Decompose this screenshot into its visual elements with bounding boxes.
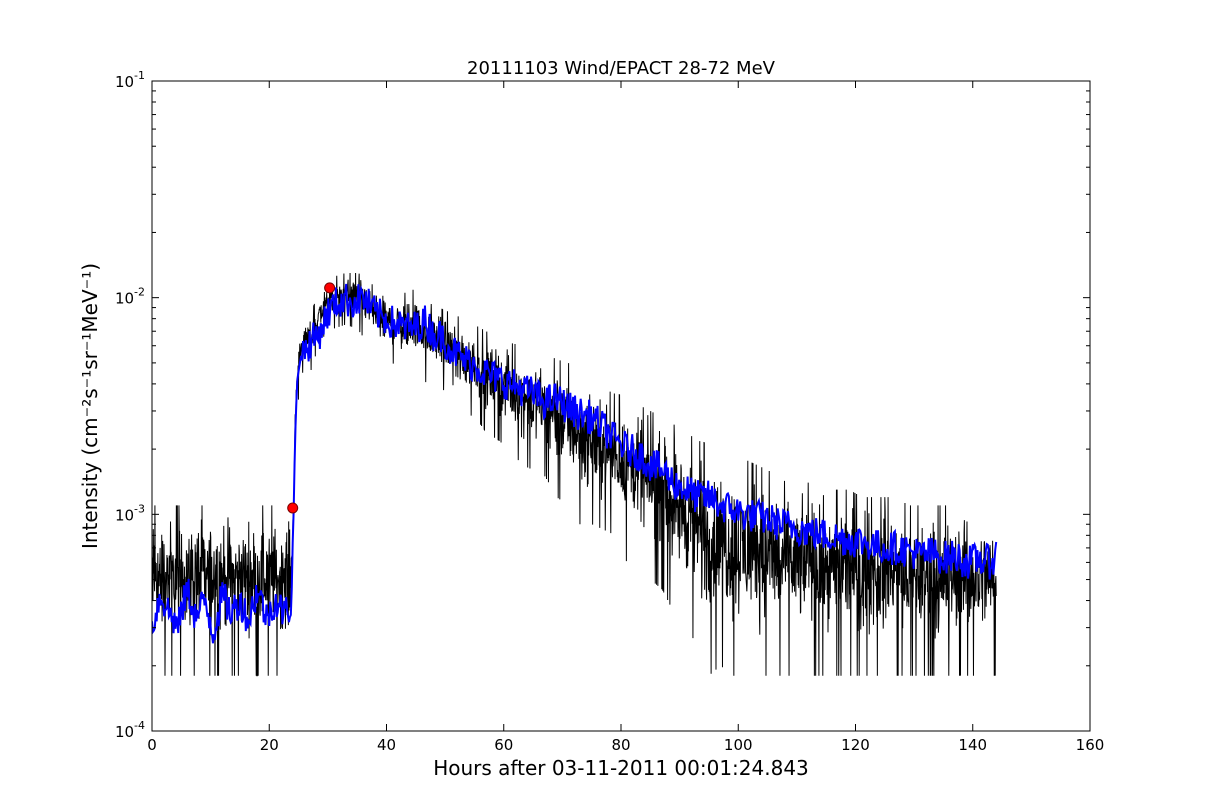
x-tick-label: 0 <box>147 736 157 754</box>
chart-title: 20111103 Wind/EPACT 28-72 MeV <box>467 58 776 79</box>
x-tick-label: 40 <box>377 736 396 754</box>
y-tick-label: 10-3 <box>115 502 145 524</box>
series-smoothed-line <box>152 283 998 644</box>
x-tick-label: 140 <box>958 736 987 754</box>
series-raw-line <box>152 272 997 677</box>
y-tick-label: 10-1 <box>115 69 145 91</box>
marker-point-1 <box>287 502 299 514</box>
x-tick-label: 120 <box>841 736 870 754</box>
x-tick-label: 160 <box>1076 736 1105 754</box>
y-tick-label: 10-4 <box>115 719 145 741</box>
marker-point-2 <box>324 282 336 294</box>
x-tick-label: 60 <box>494 736 513 754</box>
x-tick-label: 20 <box>260 736 279 754</box>
y-axis-label: Intensity (cm⁻²s⁻¹sr⁻¹MeV⁻¹) <box>78 263 102 549</box>
y-tick-label: 10-2 <box>115 286 145 308</box>
x-axis-label: Hours after 03-11-2011 00:01:24.843 <box>433 756 809 780</box>
x-tick-label: 100 <box>724 736 753 754</box>
x-tick-label: 80 <box>611 736 630 754</box>
